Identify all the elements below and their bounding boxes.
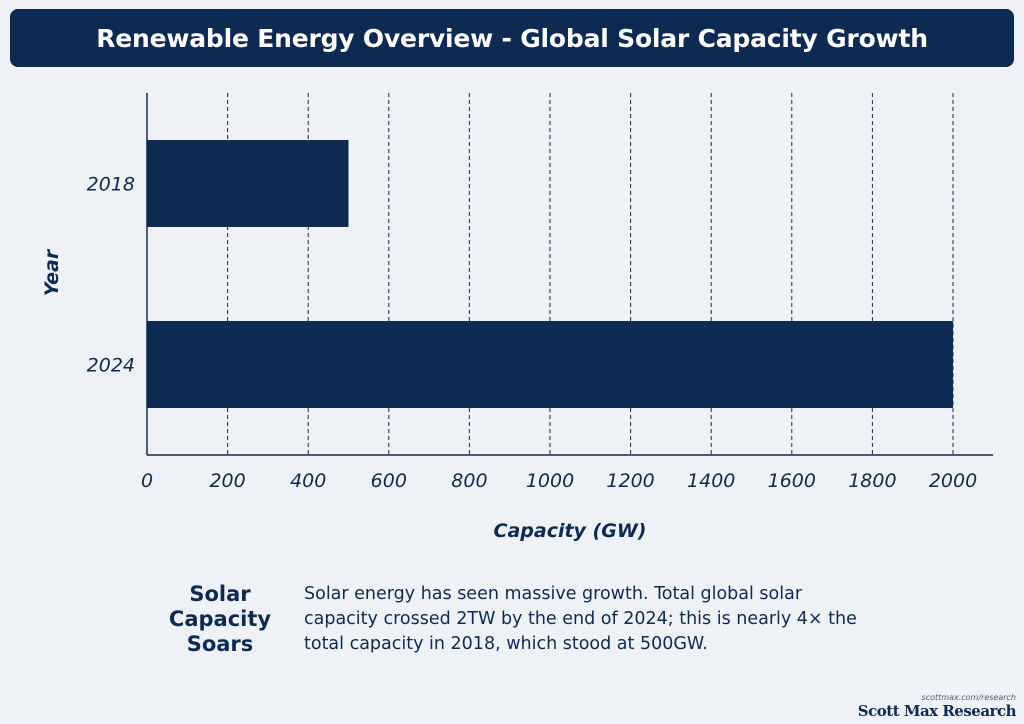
brand-url: scottmax.com/research bbox=[921, 693, 1016, 702]
x-tick-label-600: 600 bbox=[371, 470, 407, 492]
summary-section: Solar Capacity Soars Solar energy has se… bbox=[150, 582, 870, 657]
x-tick-label-1400: 1400 bbox=[687, 470, 735, 492]
x-tick-label-200: 200 bbox=[209, 470, 245, 492]
x-tick-label-1200: 1200 bbox=[606, 470, 654, 492]
x-axis-title: Capacity (GW) bbox=[494, 520, 647, 542]
summary-body: Solar energy has seen massive growth. To… bbox=[304, 584, 857, 654]
title-bar: Renewable Energy Overview - Global Solar… bbox=[10, 9, 1014, 67]
x-tick-label-800: 800 bbox=[451, 470, 487, 492]
bars bbox=[147, 140, 953, 408]
summary-heading: Solar Capacity Soars bbox=[168, 582, 272, 656]
y-tick-label-2018: 2018 bbox=[87, 174, 135, 196]
bar-chart: 0 200 400 600 800 1000 1200 1400 1600 1800 2000 201… bbox=[41, 93, 993, 542]
x-tick-label-1800: 1800 bbox=[848, 470, 896, 492]
brand-logo: Scott Max Research bbox=[857, 702, 1017, 720]
x-tick-label-0: 0 bbox=[141, 470, 153, 492]
chart-title: Renewable Energy Overview - Global Solar… bbox=[96, 23, 928, 53]
y-axis-title: Year bbox=[41, 248, 63, 296]
y-tick-label-2024: 2024 bbox=[87, 355, 135, 377]
bar-2024 bbox=[147, 321, 953, 408]
brand: scottmax.com/research Scott Max Research bbox=[857, 693, 1017, 720]
x-tick-label-400: 400 bbox=[290, 470, 326, 492]
x-tick-label-1600: 1600 bbox=[768, 470, 816, 492]
tick-labels: 0 200 400 600 800 1000 1200 1400 1600 1800 2000 201… bbox=[87, 174, 978, 493]
axes bbox=[146, 93, 993, 456]
bar-2018 bbox=[147, 140, 349, 227]
x-tick-label-1000: 1000 bbox=[526, 470, 574, 492]
x-tick-label-2000: 2000 bbox=[929, 470, 977, 492]
